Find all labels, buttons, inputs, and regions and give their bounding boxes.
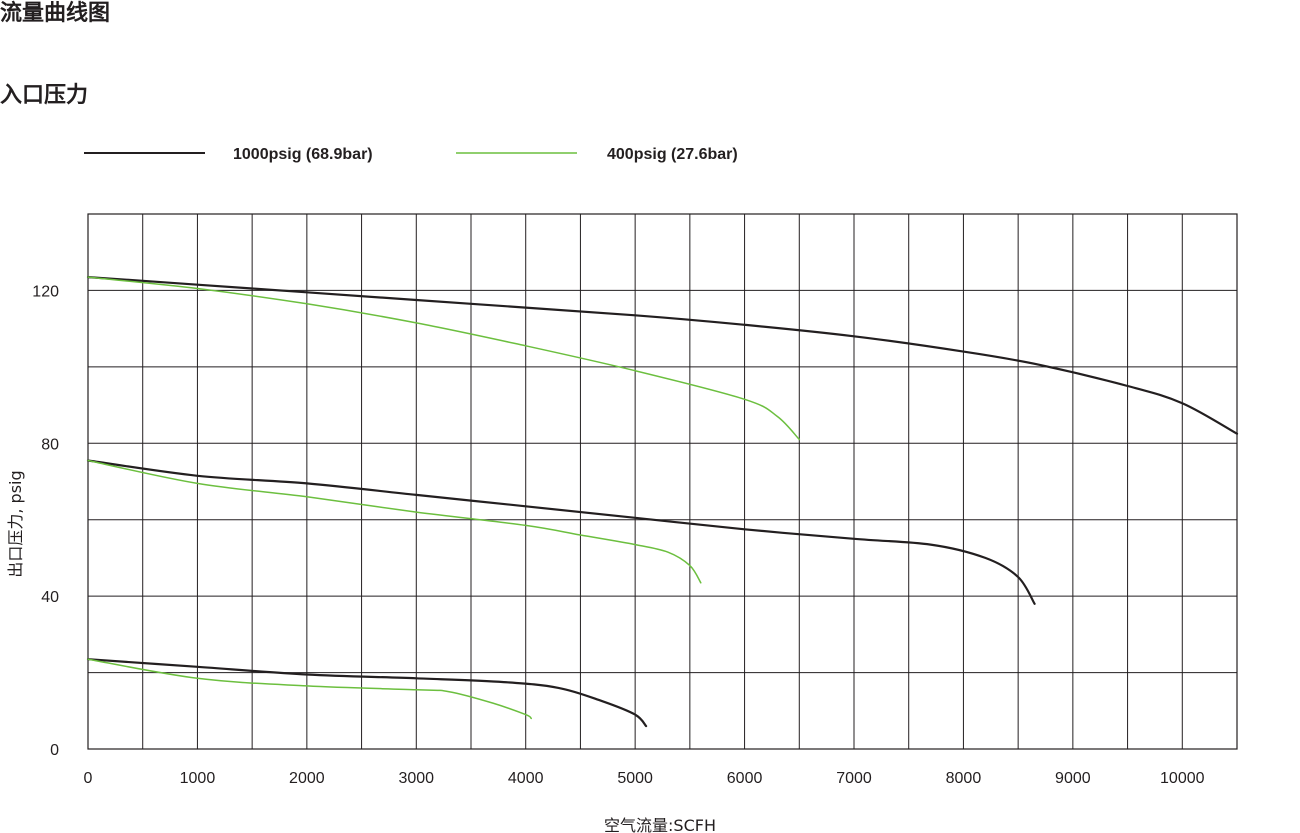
chart-subtitle: 入口压力 [0, 83, 89, 108]
x-tick-label: 3000 [398, 770, 434, 787]
x-tick-label: 1000 [180, 770, 216, 787]
x-tick-label: 5000 [617, 770, 653, 787]
legend-label-1000psig: 1000psig (68.9bar) [233, 146, 373, 163]
y-tick-label: 120 [32, 283, 59, 300]
series-400psig-line-1 [87, 276, 801, 441]
y-tick-label: 0 [50, 742, 59, 759]
series-1000psig-line-0 [86, 276, 1239, 435]
x-tick-label: 4000 [508, 770, 544, 787]
legend-label-400psig: 400psig (27.6bar) [607, 146, 738, 163]
series-lines [86, 276, 1239, 728]
legend: 1000psig (68.9bar) 400psig (27.6bar) [84, 146, 738, 163]
x-axis-label: 空气流量:SCFH [604, 816, 716, 833]
series-400psig-line-3 [87, 459, 702, 584]
series-1000psig-line-2 [86, 459, 1036, 605]
x-tick-label: 9000 [1055, 770, 1091, 787]
x-tick-label: 6000 [727, 770, 763, 787]
grid [87, 213, 1238, 750]
series-1000psig-line-4 [86, 658, 648, 728]
y-tick-label: 80 [41, 436, 59, 453]
x-tick-label: 0 [84, 770, 93, 787]
tick-labels: 0 1000 2000 3000 4000 5000 6000 7000 8000 9000 100… [32, 283, 1204, 787]
x-tick-label: 10000 [1160, 770, 1205, 787]
y-tick-label: 40 [41, 589, 59, 606]
x-tick-label: 8000 [946, 770, 982, 787]
plot-frame [87, 213, 1238, 750]
y-axis-label: 出口压力, psig [6, 470, 25, 577]
series-400psig-line-5 [87, 658, 532, 720]
x-tick-label: 7000 [836, 770, 872, 787]
x-tick-label: 2000 [289, 770, 325, 787]
chart-title: 流量曲线图 [0, 1, 111, 26]
